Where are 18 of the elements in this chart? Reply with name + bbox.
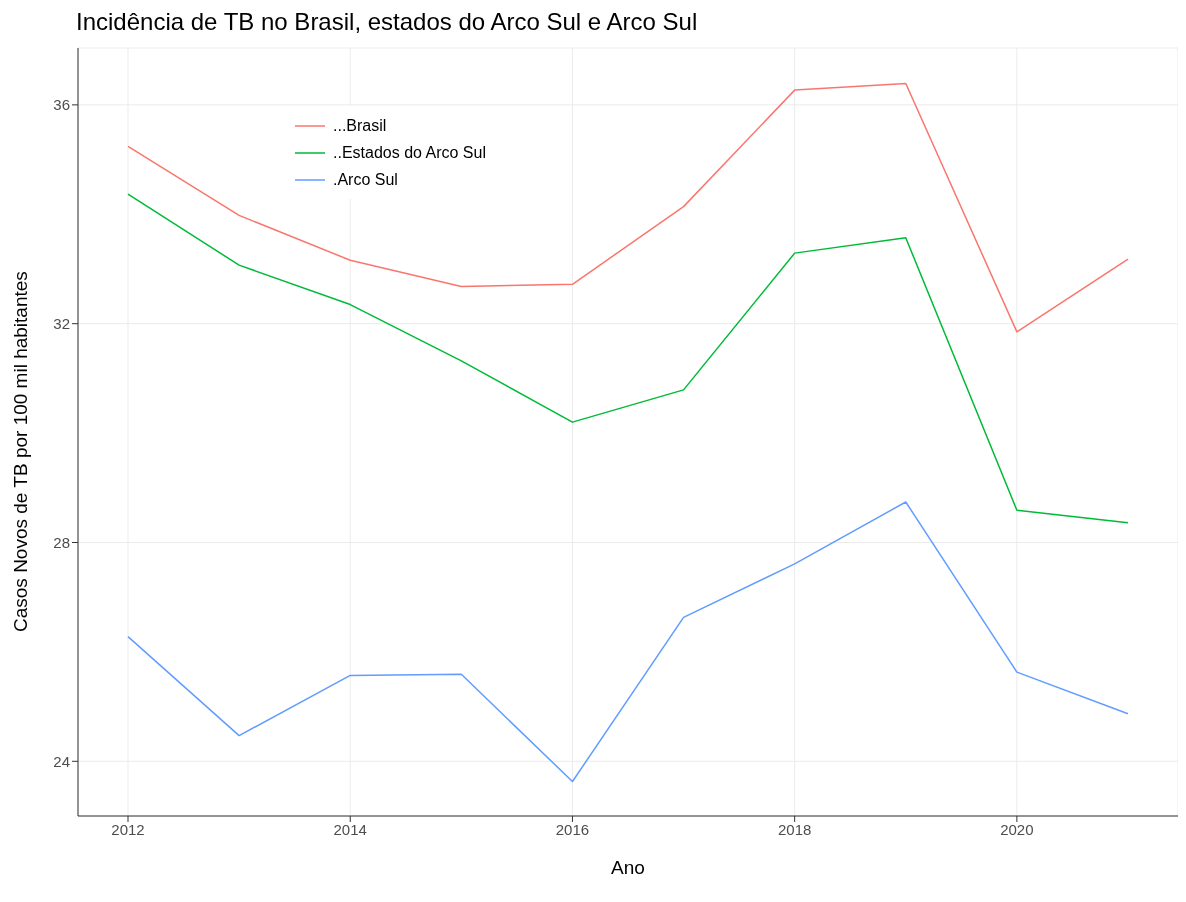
chart-title: Incidência de TB no Brasil, estados do Arco Sul e Arco Sul [76,8,699,36]
line-series [127,193,1129,524]
legend-label: .Arco Sul [333,170,398,189]
y-tick-label: 36 [53,96,70,114]
x-axis-title: Ano [611,857,645,878]
y-tick-label: 32 [53,315,70,333]
line-series [127,82,1129,333]
x-tick-label: 2016 [555,820,590,838]
y-tick-label: 28 [53,533,70,551]
legend-label: ..Estados do Arco Sul [333,143,486,162]
x-tick-label: 2014 [333,820,367,838]
x-tick-label: 2018 [777,820,812,838]
legend-label: ...Brasil [333,116,387,135]
y-axis-title: Casos Novos de TB por 100 mil habitantes [9,271,31,632]
x-tick-label: 2020 [1000,820,1034,838]
y-tick-label: 24 [53,752,70,770]
line-series [127,501,1129,783]
x-tick-label: 2012 [111,820,145,838]
